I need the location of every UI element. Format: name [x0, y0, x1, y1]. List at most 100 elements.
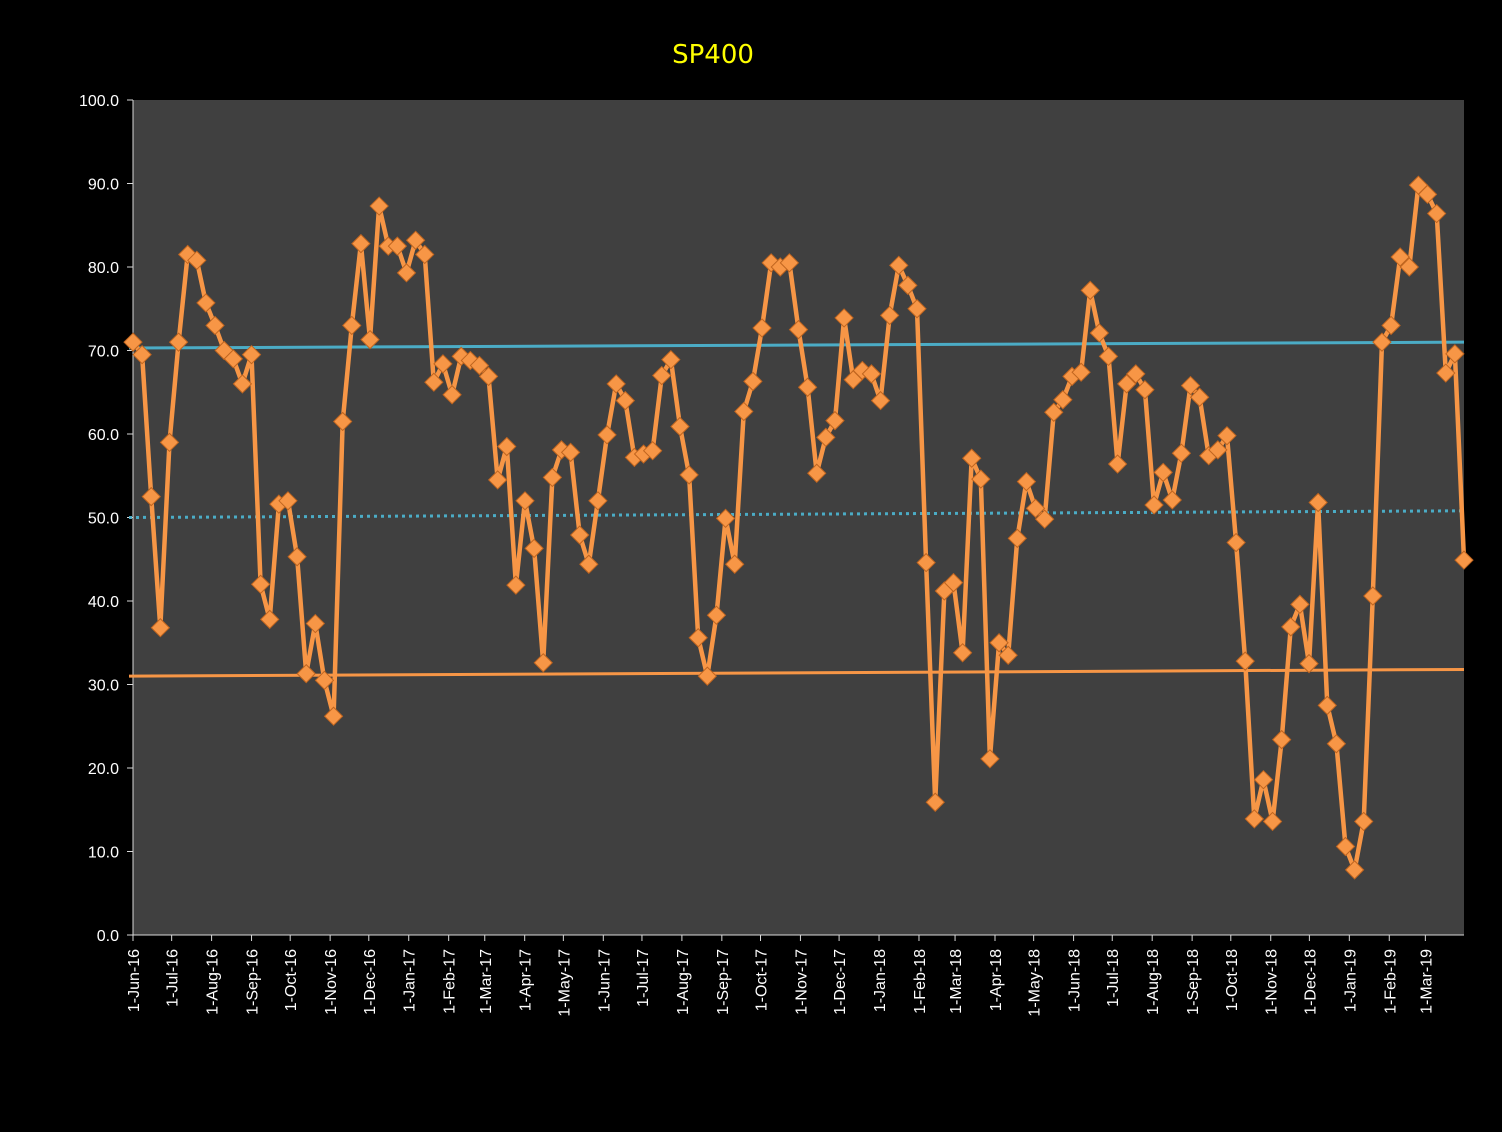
x-tick-label: 1-Apr-17	[518, 949, 535, 1011]
data-point-marker	[168, 332, 189, 352]
x-tick-label: 1-Mar-17	[478, 949, 495, 1014]
x-tick-label: 1-Nov-16	[323, 949, 340, 1015]
trend-line-solid	[128, 667, 1465, 678]
data-point-marker	[150, 618, 171, 638]
y-axis: 0.0 10.0 20.0 30.0 40.0 50.0 60.0 70.0 80.0 90.0 1…	[79, 93, 134, 945]
data-point-marker	[323, 706, 344, 726]
data-point-marker	[825, 410, 845, 431]
data-point-marker	[1244, 809, 1265, 829]
data-point-marker	[752, 318, 772, 338]
data-point-marker	[387, 236, 408, 256]
y-tick-label: 70.0	[88, 344, 119, 361]
data-point-marker	[743, 371, 763, 392]
data-point-marker	[761, 253, 781, 273]
data-point-marker	[943, 572, 964, 593]
data-point-marker	[971, 469, 991, 489]
data-point-marker	[1235, 651, 1255, 671]
data-point-marker	[287, 547, 307, 567]
data-point-marker	[560, 442, 581, 463]
data-point-marker	[524, 538, 544, 559]
data-point-marker	[196, 293, 216, 313]
data-point-marker	[1080, 280, 1100, 301]
x-tick-label: 1-Nov-18	[1264, 949, 1281, 1015]
x-tick-label: 1-Oct-16	[283, 949, 300, 1011]
x-tick-label: 1-Dec-16	[362, 949, 379, 1015]
data-point-marker	[396, 263, 417, 283]
data-point-marker	[1126, 364, 1146, 384]
x-tick-label: 1-Jul-17	[635, 949, 652, 1007]
x-tick-label: 1-Dec-17	[832, 949, 849, 1015]
data-point-marker	[1335, 836, 1356, 857]
data-point-marker	[670, 416, 690, 437]
data-point-marker	[1226, 532, 1246, 553]
data-point-marker	[342, 315, 362, 336]
data-point-marker	[478, 366, 499, 387]
data-point-marker	[907, 299, 927, 319]
data-point-marker	[1271, 729, 1292, 750]
x-tick-label: 1-Mar-19	[1418, 949, 1435, 1014]
data-point-marker	[515, 491, 535, 511]
data-point-marker	[1116, 374, 1137, 394]
data-point-marker	[1162, 490, 1182, 510]
data-point-marker	[1290, 594, 1310, 615]
data-series	[123, 175, 1474, 880]
data-point-marker	[1426, 203, 1447, 224]
data-point-marker	[816, 427, 836, 448]
data-point-marker	[1390, 247, 1410, 267]
data-point-marker	[1153, 462, 1173, 483]
data-point-marker	[1180, 375, 1201, 396]
data-point-marker	[123, 332, 143, 352]
data-point-marker	[925, 792, 945, 812]
data-point-marker	[487, 470, 508, 490]
data-point-marker	[734, 401, 754, 422]
data-point-marker	[606, 374, 626, 394]
y-tick-label: 90.0	[88, 177, 119, 194]
data-point-marker	[1308, 492, 1328, 513]
data-point-marker	[506, 575, 526, 595]
data-point-marker	[962, 448, 982, 468]
data-point-marker	[223, 349, 243, 369]
data-point-marker	[706, 605, 727, 625]
data-point-marker	[1326, 734, 1347, 754]
x-tick-label: 1-Aug-18	[1145, 949, 1162, 1015]
data-point-marker	[360, 329, 380, 350]
data-point-marker	[1344, 860, 1365, 880]
data-point-marker	[1317, 695, 1337, 716]
data-point-marker	[579, 554, 599, 574]
x-tick-label: 1-Feb-18	[912, 949, 929, 1014]
data-point-marker	[1098, 346, 1119, 367]
data-point-marker	[597, 425, 617, 445]
x-tick-label: 1-Jul-16	[165, 949, 182, 1007]
data-point-marker	[879, 305, 900, 326]
x-tick-label: 1-Oct-17	[753, 949, 770, 1011]
x-tick-label: 1-Feb-19	[1382, 949, 1399, 1014]
data-point-marker	[715, 508, 736, 529]
data-point-marker	[989, 633, 1009, 653]
data-point-marker	[132, 344, 152, 365]
data-point-marker	[424, 372, 444, 392]
data-point-marker	[442, 385, 462, 405]
y-tick-label: 80.0	[88, 260, 119, 277]
data-point-marker	[1044, 402, 1064, 422]
data-point-marker	[351, 233, 371, 254]
data-point-marker	[916, 552, 936, 573]
data-point-marker	[1399, 257, 1420, 277]
data-point-marker	[451, 346, 471, 367]
y-tick-label: 30.0	[88, 678, 119, 695]
data-point-marker	[980, 749, 1000, 769]
x-tick-label: 1-Jun-18	[1067, 949, 1084, 1012]
data-point-marker	[861, 364, 882, 384]
data-point-marker	[898, 275, 918, 296]
x-tick-label: 1-Sep-17	[715, 949, 732, 1015]
data-point-marker	[232, 374, 253, 394]
data-point-marker	[260, 609, 280, 630]
x-tick-label: 1-Nov-17	[793, 949, 810, 1015]
data-point-marker	[415, 244, 435, 265]
data-point-marker	[159, 432, 180, 453]
x-tick-label: 1-Dec-18	[1302, 949, 1319, 1015]
trend-line-dotted	[128, 509, 1465, 519]
data-point-marker	[141, 486, 161, 507]
data-point-marker	[788, 319, 809, 340]
data-point-marker	[314, 670, 335, 691]
